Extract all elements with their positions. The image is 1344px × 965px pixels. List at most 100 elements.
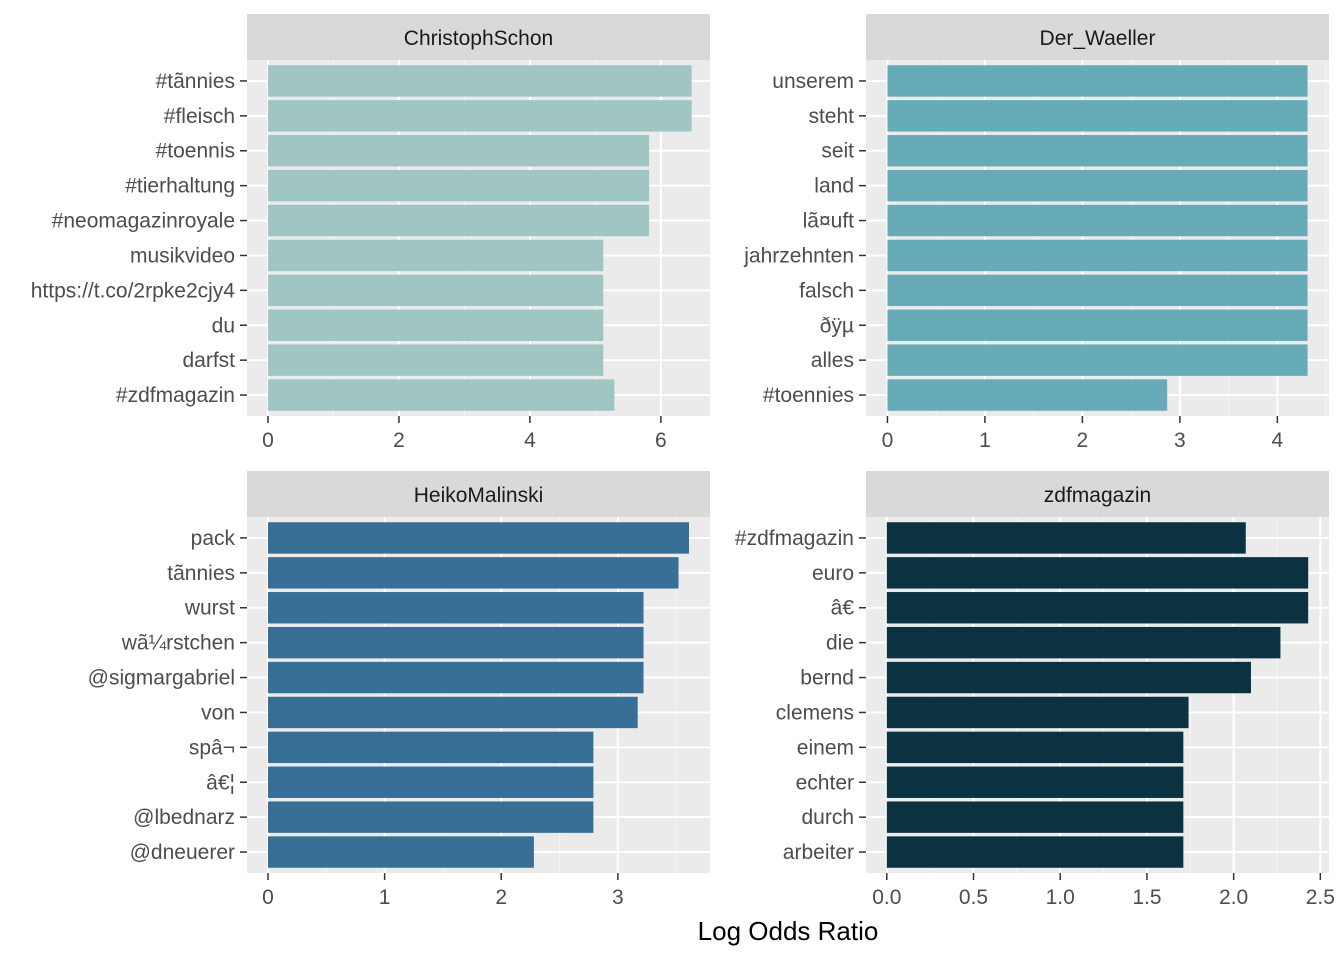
y-tick-label: spâ¬ [189,736,235,759]
bar [267,100,692,132]
y-tick-label: #toennies [763,384,854,407]
y-tick-label: arbeiter [783,841,854,864]
x-tick-label: 2.0 [1219,886,1248,909]
bar [267,169,650,202]
bar [267,65,692,97]
x-tick-label: 0 [262,886,274,909]
x-tick-label: 1.5 [1132,886,1161,909]
bar [887,169,1308,202]
y-tick-label: #tãnnies [156,70,235,93]
bar [887,239,1308,272]
facet-strip [247,14,710,60]
bar [887,379,1168,411]
x-tick-label: 3 [612,886,624,909]
x-tick-label: 0 [262,429,274,452]
bar [886,836,1184,868]
x-tick-label: 3 [1174,429,1186,452]
bar [886,731,1184,764]
x-tick-label: 1.0 [1046,886,1075,909]
bar [267,696,638,729]
y-tick-label: @lbednarz [133,806,235,829]
bar [267,522,690,554]
y-tick-label: alles [811,349,854,372]
x-axis-label: Log Odds Ratio [698,916,879,946]
panels: ChristophSchon #tãnnies #fleisch #toennis #t… [31,14,1335,909]
y-tick-label: pack [191,527,236,550]
bar [267,379,615,411]
bar [886,696,1189,729]
bar [887,135,1308,167]
y-tick-label: https://t.co/2rpke2cjy4 [31,279,236,302]
y-tick-label: @dneuerer [130,841,235,864]
y-tick-label: du [212,314,235,337]
bar [886,801,1184,833]
panel-0: ChristophSchon #tãnnies #fleisch #toennis #t… [31,14,710,452]
y-tick-label: darfst [182,349,235,372]
y-tick-label: â€¦ [206,771,235,794]
bar [886,661,1251,694]
bar [267,309,604,341]
y-tick-label: bernd [800,667,854,690]
bar [267,274,604,307]
bar [886,766,1184,798]
y-tick-label: â€ [831,597,855,620]
facet-strip [866,14,1329,60]
y-tick-label: clemens [776,701,854,724]
y-tick-label: seit [821,140,854,163]
y-tick-label: durch [801,806,854,829]
bar [886,522,1246,554]
y-tick-label: euro [812,562,854,585]
bar [267,592,644,624]
bar [887,344,1308,376]
facet-strip [866,471,1329,517]
y-tick-label: steht [808,105,854,128]
y-tick-label: tãnnies [167,562,235,585]
y-tick-label: #toennis [156,140,235,163]
y-tick-label: ðÿµ [820,314,854,337]
x-tick-label: 4 [1271,429,1283,452]
y-tick-label: lã¤uft [803,210,855,233]
bar [887,100,1308,132]
facet-title: HeikoMalinski [414,484,544,507]
bar [887,65,1308,97]
bar [267,731,594,764]
facet-title: Der_Waeller [1040,27,1156,50]
facet-strip [247,471,710,517]
y-tick-label: falsch [799,279,854,302]
x-tick-label: 6 [655,429,667,452]
x-tick-label: 2 [495,886,507,909]
x-tick-label: 2 [1077,429,1089,452]
y-tick-label: musikvideo [130,244,235,267]
y-tick-label: echter [796,771,854,794]
x-tick-label: 0 [882,429,894,452]
y-tick-label: @sigmargabriel [88,667,235,690]
bar [886,626,1281,659]
bar [267,135,650,167]
y-tick-label: die [826,632,854,655]
bar [887,309,1308,341]
bar [887,204,1308,237]
panel-2: HeikoMalinski pack tãnnies wurst wã¼rstchen @… [88,471,710,909]
y-tick-label: land [814,175,854,198]
x-tick-label: 2.5 [1306,886,1335,909]
x-tick-label: 1 [379,886,391,909]
facet-title: ChristophSchon [404,27,553,50]
y-tick-label: #zdfmagazin [735,527,854,550]
x-tick-label: 0.5 [959,886,988,909]
bar [267,626,644,659]
x-tick-label: 0.0 [872,886,901,909]
y-tick-label: wurst [184,597,235,620]
bar [267,836,534,868]
bar [267,661,644,694]
bar [267,204,650,237]
y-tick-label: einem [797,736,854,759]
bar [887,274,1308,307]
bar [267,239,604,272]
bar [267,801,594,833]
bar [267,766,594,798]
panel-3: zdfmagazin #zdfmagazin euro â€ die bernd cleme… [735,471,1335,909]
y-tick-label: #fleisch [164,105,235,128]
